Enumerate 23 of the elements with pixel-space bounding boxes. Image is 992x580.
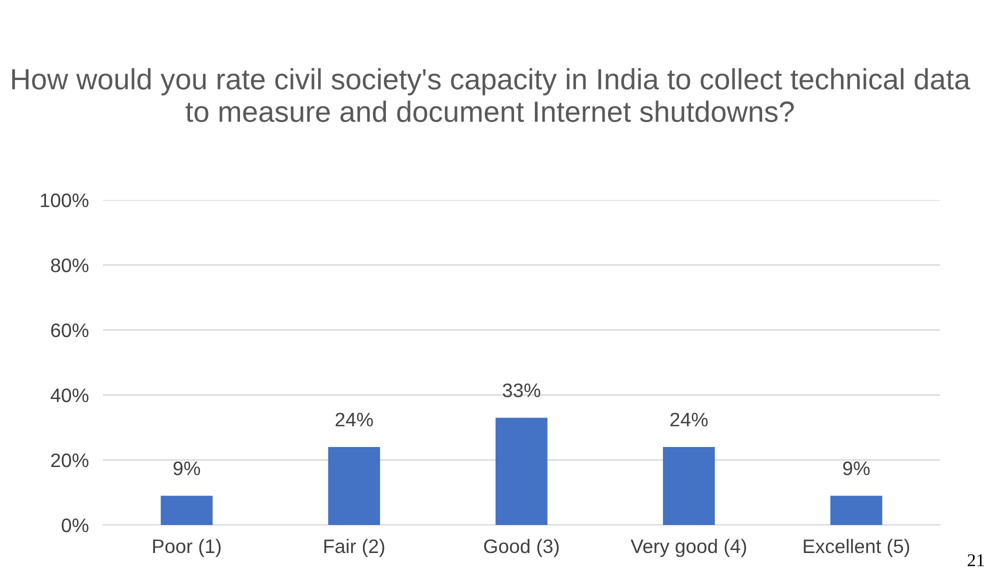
text: 21	[968, 554, 984, 566]
x-tick-label: Fair (2)	[324, 538, 384, 558]
data-label: 33%	[502, 383, 540, 398]
bar	[662, 447, 715, 525]
y-tick-label: 80%	[51, 258, 88, 272]
x-tick-label: Poor (1)	[153, 538, 221, 558]
chart-title: How would you rate civil society's capacity in India to collect technical data to measure and document Internet shutdowns?	[12, 68, 970, 122]
y-tick-label: 40%	[50, 388, 88, 402]
x-tick-label: Very good (4)	[630, 538, 746, 558]
x-tick-label: Excellent (5)	[804, 538, 910, 558]
y-tick-label: 100%	[40, 193, 88, 208]
data-label: 24%	[670, 412, 708, 426]
bar	[830, 496, 882, 525]
data-label: 24%	[336, 412, 373, 426]
data-label: 9%	[843, 461, 870, 476]
y-tick-label: 0%	[62, 518, 88, 532]
bar	[328, 447, 380, 525]
bar	[160, 496, 213, 525]
x-tick-label: Good (3)	[484, 538, 559, 558]
bar	[496, 418, 548, 525]
y-tick-label: 20%	[51, 453, 88, 468]
data-label: 9%	[174, 461, 200, 476]
y-tick-label: 60%	[51, 323, 88, 338]
